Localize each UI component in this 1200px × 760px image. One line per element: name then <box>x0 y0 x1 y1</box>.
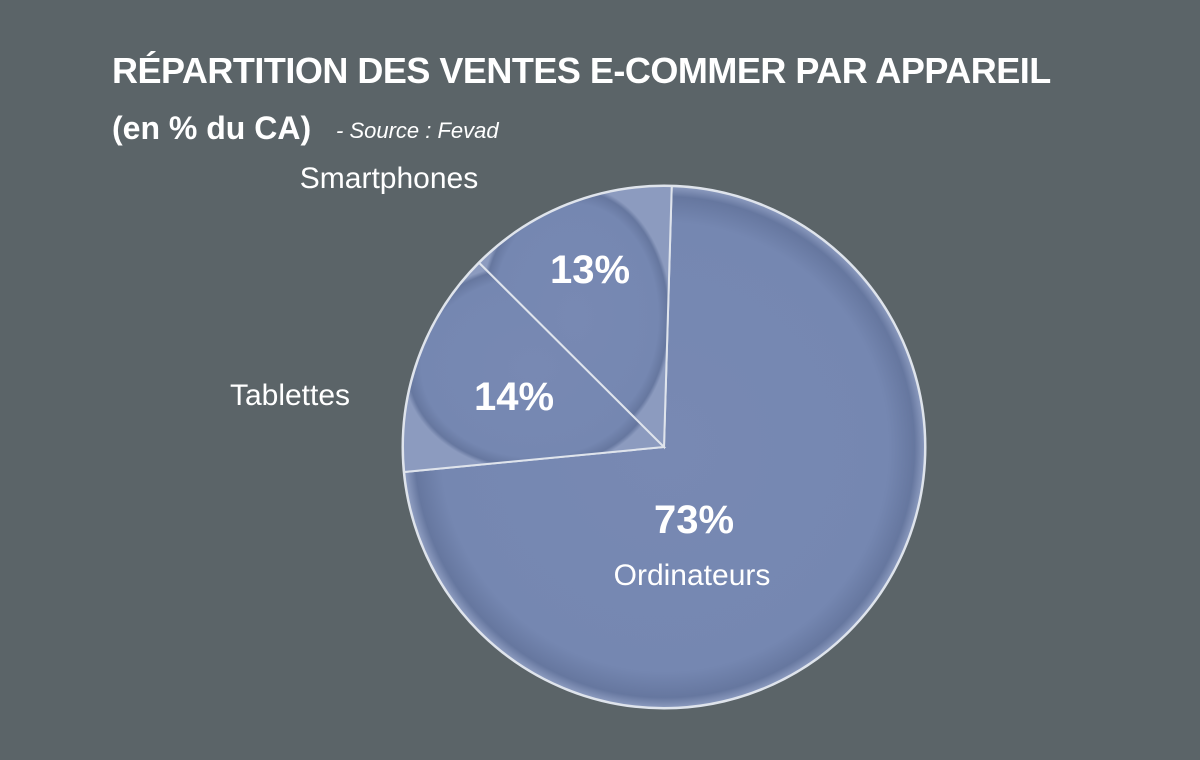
slice-value-label-ordinateurs: 73% <box>654 498 734 542</box>
slice-category-label-tablettes: Tablettes <box>230 379 350 412</box>
pie-slice-tablettes[interactable] <box>402 261 667 474</box>
chart-title: RÉPARTITION DES VENTES E-COMMER PAR APPA… <box>112 50 1051 91</box>
slice-category-label-ordinateurs: Ordinateurs <box>614 559 771 592</box>
pie-slices <box>401 184 927 710</box>
slice-value-label-tablettes: 14% <box>474 375 554 419</box>
slice-category-label-smartphones: Smartphones <box>300 162 478 195</box>
chart-subtitle: (en % du CA) <box>112 110 312 146</box>
slice-value-label-smartphones: 13% <box>550 248 630 292</box>
pie-slice-smartphones[interactable] <box>477 185 673 450</box>
pie-labels: 73% Ordinateurs 14% Tablettes 13% Smartphones <box>230 162 770 592</box>
chart-source: - Source : Fevad <box>336 118 499 143</box>
